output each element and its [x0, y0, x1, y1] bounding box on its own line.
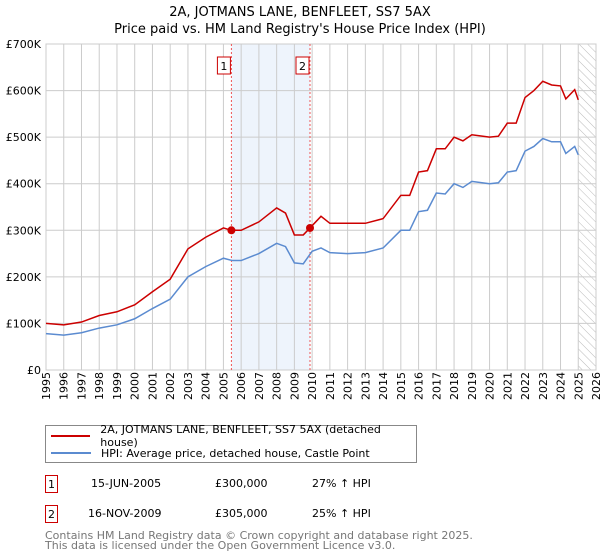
sale-row: 2 16-NOV-2009 £305,000 25% ↑ HPI [45, 505, 445, 523]
sale-badge: 1 [45, 475, 58, 493]
y-tick-label: £500K [6, 131, 42, 144]
footer-line: This data is licensed under the Open Gov… [45, 539, 396, 552]
sale-hpi: 25% ↑ HPI [312, 507, 371, 520]
legend-label: HPI: Average price, detached house, Cast… [101, 446, 370, 460]
y-tick-label: £300K [6, 224, 42, 237]
sale-marker-label: 1 [220, 60, 227, 73]
x-tick-label: 1997 [75, 372, 88, 400]
x-tick-label: 1995 [40, 372, 53, 400]
x-tick-label: 2020 [484, 372, 497, 400]
x-tick-label: 2021 [501, 372, 514, 400]
x-tick-label: 2002 [164, 372, 177, 400]
y-tick-label: £700K [6, 38, 42, 51]
x-tick-label: 2004 [200, 372, 213, 400]
sale-date: 15-JUN-2005 [91, 477, 162, 490]
sale-price: £300,000 [215, 477, 268, 490]
x-tick-label: 2008 [271, 372, 284, 400]
legend-label: 2A, JOTMANS LANE, BENFLEET, SS7 5AX (det… [100, 423, 381, 449]
chart-title: 2A, JOTMANS LANE, BENFLEET, SS7 5AX Price… [0, 4, 600, 38]
sale-price: £305,000 [215, 507, 268, 520]
x-tick-label: 2013 [359, 372, 372, 400]
x-tick-label: 2016 [413, 372, 426, 400]
sale-hpi: 27% ↑ HPI [312, 477, 371, 490]
x-tick-label: 2010 [306, 372, 319, 400]
y-tick-label: £0 [27, 364, 41, 377]
sale-point [306, 223, 314, 232]
x-tick-label: 2007 [253, 372, 266, 400]
forecast-hatch [578, 44, 596, 370]
hpi-line [45, 137, 579, 336]
x-tick-label: 2009 [288, 372, 301, 400]
x-tick-label: 2023 [537, 372, 550, 400]
y-tick-label: £100K [6, 317, 42, 330]
plot-frame [45, 43, 597, 371]
x-tick-label: 2022 [519, 372, 532, 400]
y-tick-label: £200K [6, 271, 42, 284]
x-tick-label: 2026 [590, 372, 600, 400]
x-tick-label: 2018 [448, 372, 461, 400]
sale-marker-box [216, 56, 231, 75]
legend-item-hpi: HPI: Average price, detached house, Cast… [51, 445, 370, 461]
chart: 1995 1996 1997 1998 1999 2000 2001 2002 2003 2004… [6, 38, 600, 400]
shaded-period [231, 44, 310, 370]
x-tick-label: 2011 [324, 372, 337, 400]
x-tick-label: 2014 [377, 372, 390, 400]
x-tick-label: 2001 [146, 372, 159, 400]
legend-swatch [51, 452, 91, 454]
x-tick-label: 2006 [235, 372, 248, 400]
x-tick-label: 2017 [430, 372, 443, 400]
sale-point [227, 226, 236, 235]
legend-swatch [51, 435, 91, 437]
y-tick-label: £600K [6, 85, 42, 98]
x-tick-label: 2012 [342, 372, 355, 400]
property-line [45, 80, 579, 326]
sale-marker-label: 2 [299, 60, 306, 73]
x-tick-label: 2000 [129, 372, 142, 400]
subtitle-line: Price paid vs. HM Land Registry's House … [114, 22, 486, 37]
footer: Contains HM Land Registry data © Crown c… [45, 529, 473, 552]
x-tick-label: 1999 [111, 372, 124, 400]
x-tick-label: 2015 [395, 372, 408, 400]
x-tick-label: 2024 [555, 372, 568, 400]
legend: 2A, JOTMANS LANE, BENFLEET, SS7 5AX (det… [45, 423, 417, 463]
sale-date: 16-NOV-2009 [88, 507, 162, 520]
y-tick-label: £400K [6, 178, 42, 191]
sale-badge: 2 [45, 505, 58, 523]
x-tick-label: 2003 [182, 372, 195, 400]
x-tick-label: 2019 [466, 372, 479, 400]
title-line: 2A, JOTMANS LANE, BENFLEET, SS7 5AX [169, 5, 431, 20]
legend-item-property: 2A, JOTMANS LANE, BENFLEET, SS7 5AX (det… [51, 423, 416, 449]
x-tick-label: 1996 [58, 372, 71, 400]
x-tick-label: 2005 [217, 372, 230, 400]
footer-line: Contains HM Land Registry data © Crown c… [45, 529, 473, 542]
sale-marker-box [295, 56, 310, 75]
sale-row: 1 15-JUN-2005 £300,000 27% ↑ HPI [45, 475, 445, 493]
x-tick-label: 1998 [93, 372, 106, 400]
x-tick-label: 2025 [572, 372, 585, 400]
